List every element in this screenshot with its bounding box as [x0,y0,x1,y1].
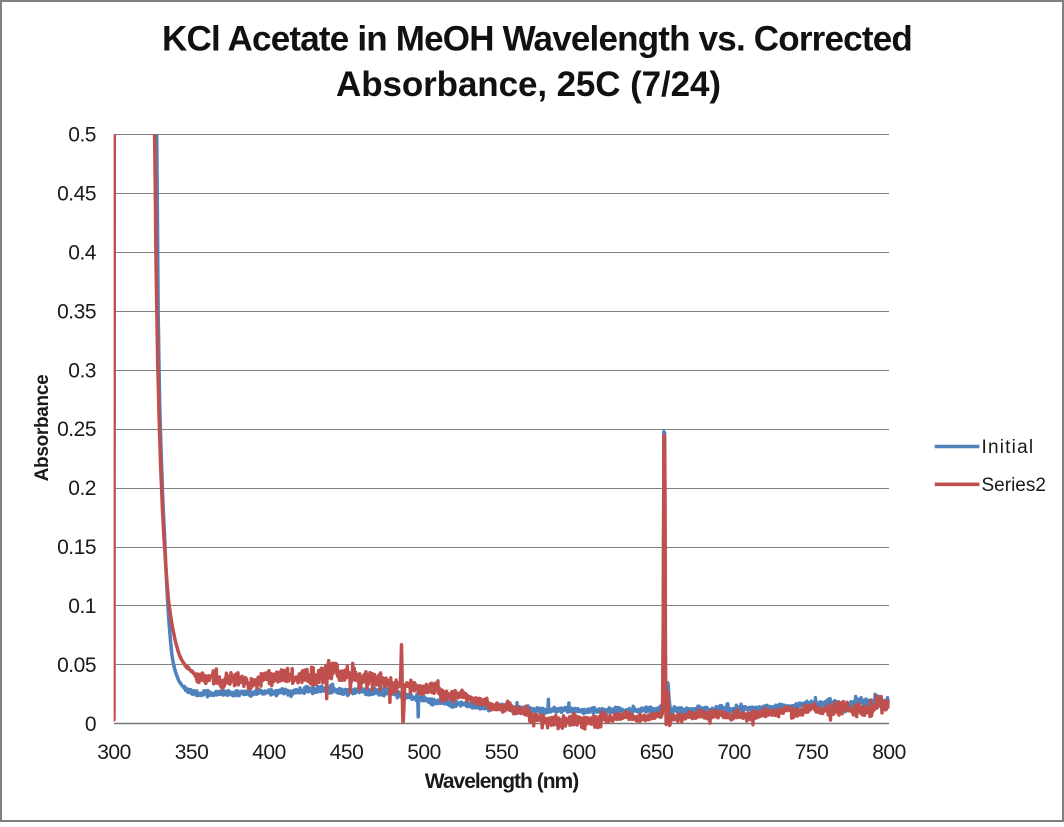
svg-text:0: 0 [85,713,96,736]
svg-text:750: 750 [795,741,829,764]
svg-text:800: 800 [872,741,906,764]
svg-text:400: 400 [252,741,286,764]
svg-text:450: 450 [330,741,364,764]
svg-text:700: 700 [717,741,751,764]
svg-text:0.45: 0.45 [57,183,96,206]
svg-text:0.4: 0.4 [68,242,97,265]
svg-text:300: 300 [97,741,131,764]
svg-text:600: 600 [562,741,596,764]
svg-text:Absorbance, 25C (7/24): Absorbance, 25C (7/24) [336,65,721,104]
svg-text:Series2: Series2 [982,475,1046,496]
svg-text:650: 650 [640,741,674,764]
svg-text:0.2: 0.2 [68,477,96,500]
svg-text:0.15: 0.15 [57,536,96,559]
svg-text:0.05: 0.05 [57,654,96,677]
svg-text:KCl Acetate in MeOH Wavelength: KCl Acetate in MeOH Wavelength vs. Corre… [162,20,912,59]
svg-text:0.25: 0.25 [57,418,96,441]
svg-text:500: 500 [407,741,441,764]
svg-text:Absorbance: Absorbance [32,375,53,482]
svg-text:350: 350 [175,741,209,764]
svg-text:Initial: Initial [982,437,1035,458]
svg-text:0.1: 0.1 [68,595,96,618]
svg-text:Wavelength (nm): Wavelength (nm) [425,770,578,793]
svg-text:0.3: 0.3 [68,359,96,382]
svg-text:550: 550 [485,741,519,764]
svg-text:0.35: 0.35 [57,300,96,323]
svg-text:0.5: 0.5 [68,124,96,147]
